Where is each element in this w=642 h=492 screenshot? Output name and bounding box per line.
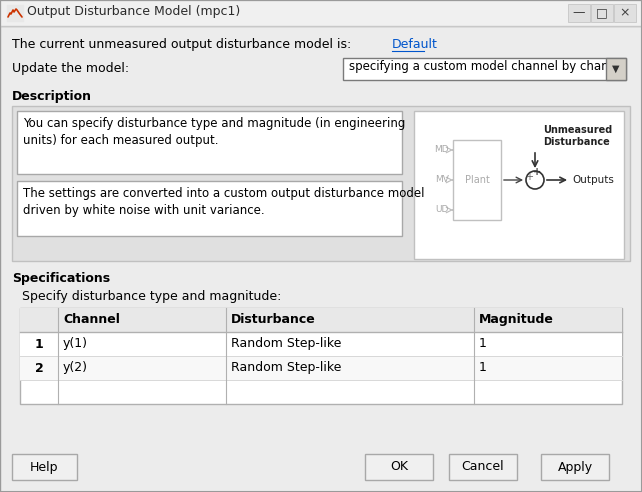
- Text: OK: OK: [390, 461, 408, 473]
- Bar: [414, 111, 624, 259]
- Text: ×: ×: [620, 6, 630, 20]
- Text: Magnitude: Magnitude: [479, 313, 554, 326]
- Text: —: —: [573, 6, 586, 20]
- Bar: [17, 111, 402, 174]
- Text: Channel: Channel: [63, 313, 120, 326]
- Text: y(2): y(2): [63, 361, 88, 374]
- Text: The settings are converted into a custom output disturbance model
driven by whit: The settings are converted into a custom…: [23, 187, 424, 217]
- Text: Apply: Apply: [557, 461, 593, 473]
- Text: UD: UD: [436, 206, 449, 215]
- Bar: [7, 5, 23, 21]
- Text: Disturbance: Disturbance: [543, 137, 610, 147]
- Text: Outputs: Outputs: [572, 175, 614, 185]
- Text: Update the model:: Update the model:: [12, 62, 129, 75]
- Text: 1: 1: [479, 361, 487, 374]
- Text: Help: Help: [30, 461, 58, 473]
- Text: Default: Default: [392, 38, 438, 51]
- Bar: [12, 454, 77, 480]
- Bar: [449, 454, 517, 480]
- Bar: [20, 308, 622, 332]
- Bar: [453, 140, 501, 220]
- Text: Unmeasured: Unmeasured: [543, 125, 612, 135]
- Text: You can specify disturbance type and magnitude (in engineering
units) for each m: You can specify disturbance type and mag…: [23, 117, 405, 147]
- Text: Disturbance: Disturbance: [231, 313, 316, 326]
- Bar: [606, 58, 626, 80]
- Text: Random Step-like: Random Step-like: [231, 337, 342, 350]
- Bar: [20, 332, 622, 356]
- Circle shape: [526, 171, 544, 189]
- Bar: [20, 308, 622, 404]
- Text: 1: 1: [479, 337, 487, 350]
- Text: Random Step-like: Random Step-like: [231, 361, 342, 374]
- Text: 1: 1: [35, 338, 44, 350]
- Bar: [343, 58, 626, 80]
- Text: MD: MD: [435, 146, 449, 154]
- Bar: [12, 106, 630, 261]
- Text: Specifications: Specifications: [12, 272, 110, 285]
- Text: +: +: [533, 167, 541, 177]
- Bar: [0, 0, 642, 26]
- Text: ▼: ▼: [612, 64, 620, 74]
- Text: Output Disturbance Model (mpc1): Output Disturbance Model (mpc1): [27, 5, 240, 18]
- Text: The current unmeasured output disturbance model is:: The current unmeasured output disturbanc…: [12, 38, 351, 51]
- Text: y(1): y(1): [63, 337, 88, 350]
- Text: Description: Description: [12, 90, 92, 103]
- Text: MV: MV: [435, 176, 449, 184]
- Text: 2: 2: [35, 362, 44, 374]
- Text: specifying a custom model channel by channel: specifying a custom model channel by cha…: [349, 60, 627, 73]
- Text: Plant: Plant: [465, 175, 489, 185]
- Bar: [20, 356, 622, 380]
- Bar: [365, 454, 433, 480]
- Text: Cancel: Cancel: [462, 461, 505, 473]
- Bar: [568, 4, 590, 22]
- Text: □: □: [596, 6, 608, 20]
- Bar: [17, 181, 402, 236]
- Bar: [614, 4, 636, 22]
- Bar: [591, 4, 613, 22]
- Text: +: +: [525, 172, 533, 182]
- Bar: [541, 454, 609, 480]
- Text: Specify disturbance type and magnitude:: Specify disturbance type and magnitude:: [22, 290, 281, 303]
